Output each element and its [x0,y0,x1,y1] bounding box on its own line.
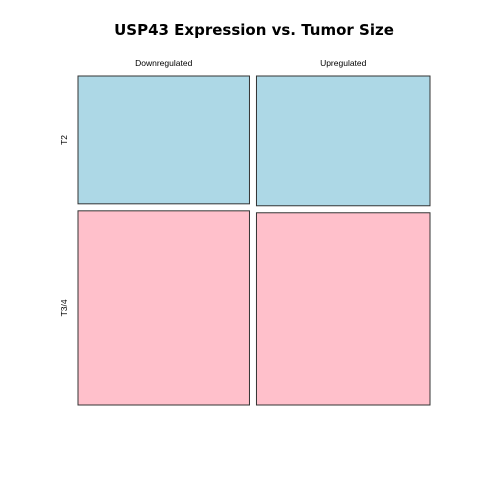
column-labels: Downregulated Upregulated [135,58,367,68]
tile-upregulated-t3-4 [255,212,431,406]
chart-title: USP43 Expression vs. Tumor Size [114,21,394,39]
tile-upregulated-t2 [255,75,431,207]
column-label-upregulated: Upregulated [320,58,367,68]
mosaic-tiles [77,75,431,406]
row-label-t3-4: T3/4 [59,299,69,316]
row-labels: T2 T3/4 [59,135,69,317]
column-label-downregulated: Downregulated [135,58,192,68]
tile-downregulated-t2 [77,75,250,205]
row-label-t2: T2 [59,135,69,145]
tile-downregulated-t3-4 [77,210,250,406]
